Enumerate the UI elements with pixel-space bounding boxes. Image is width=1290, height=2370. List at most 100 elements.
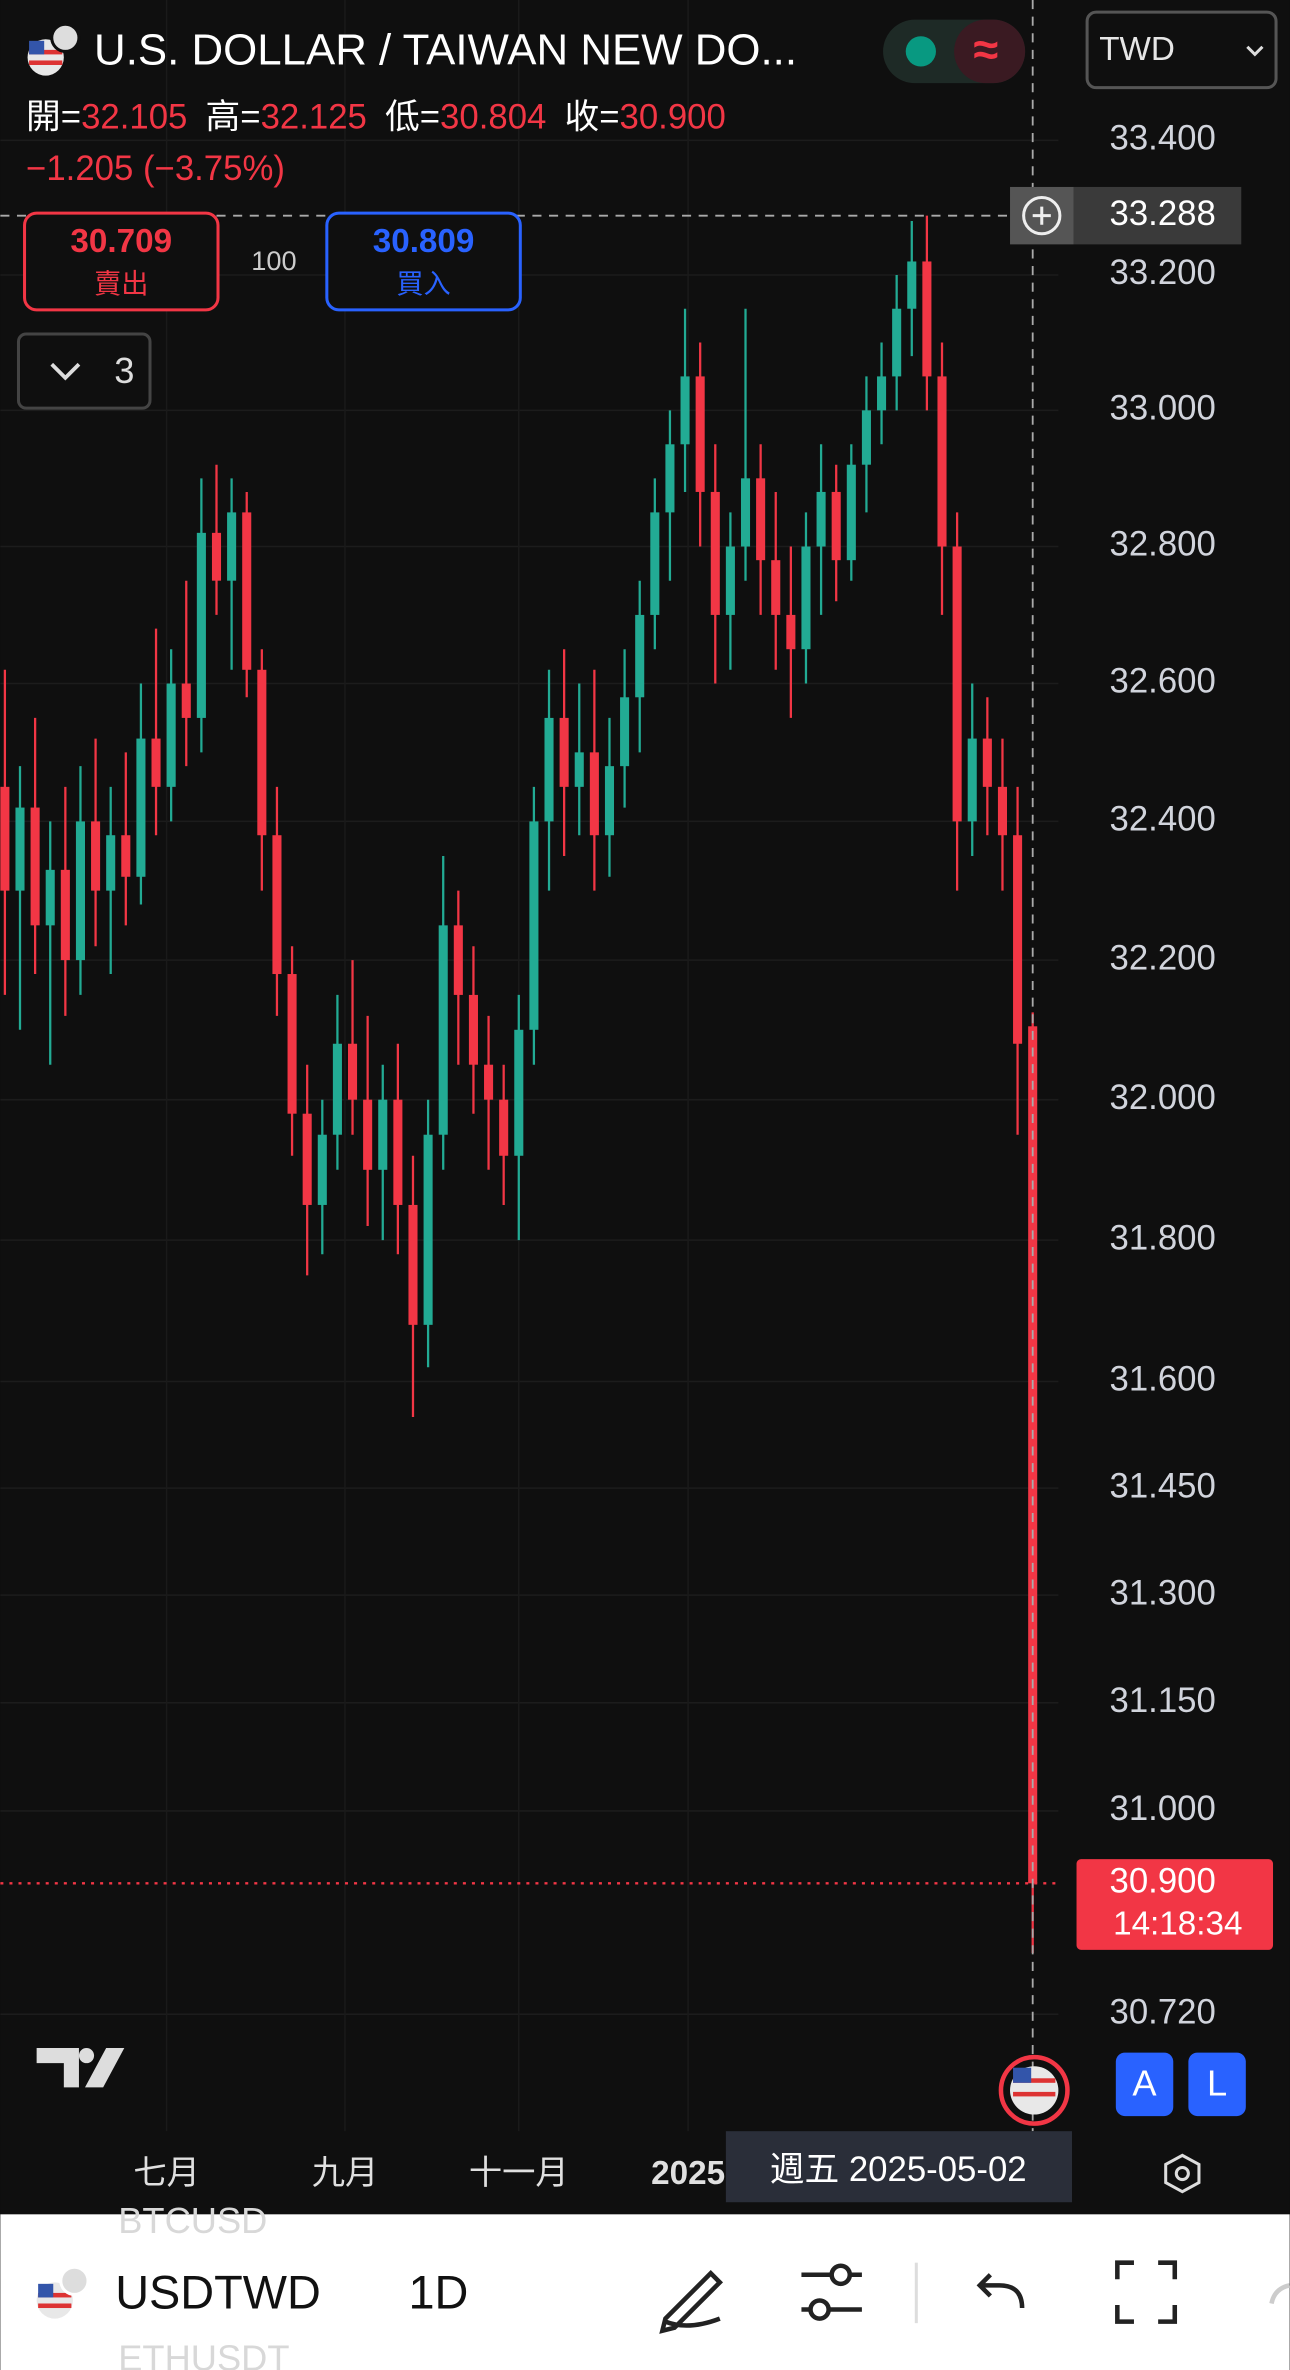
candle-body [846,464,856,561]
candle-body [574,752,584,787]
value: 30.900 [620,99,726,137]
candle-body [347,1043,358,1100]
candle-body [861,410,871,465]
candle-body [393,1099,403,1205]
candle-body [665,444,675,513]
x-tick-label: 九月 [312,2155,379,2192]
candle-body [196,532,206,718]
last-price-label: 30.900 [1110,1863,1216,1901]
undo-icon[interactable] [976,2273,1025,2309]
candle-body [937,376,947,547]
draw-icon[interactable] [659,2270,724,2334]
countdown: 14:18:34 [1113,1905,1242,1942]
candle-body [45,869,55,926]
candle-body [468,994,478,1065]
currency-select[interactable] [1085,10,1278,90]
flag-canton [29,40,45,55]
candle-body [91,821,101,891]
coin-icon [59,2265,90,2296]
candle-body [997,786,1007,836]
candle-body [786,614,796,650]
candle-body [892,308,902,377]
ohlc-row: 開=32.105 高=32.125 低=30.804 收=30.900 [26,98,726,137]
chevron [1246,45,1264,57]
candle-body [967,738,977,822]
plot: 33.400 33.200 33.000 32.800 32.600 32.400 32.2… [0,0,1274,2203]
candle-body [650,512,660,615]
logo [36,2048,125,2088]
candle-body [756,478,766,561]
y-tick-label: 32.800 [1110,526,1216,564]
flag-stripe [1013,2078,1056,2083]
candle-body [438,925,448,1135]
settings-icon[interactable] [1164,2153,1201,2194]
candle-body [604,766,615,836]
y-tick-label: 30.720 [1110,1993,1216,2031]
button-label: A [1132,2062,1157,2103]
flag-canton [1013,2067,1032,2083]
candle-body [907,261,917,309]
log-scale-button[interactable] [1188,2052,1246,2117]
interval[interactable]: 1D [408,2266,468,2318]
fullscreen-icon[interactable] [1115,2260,1178,2324]
auto-scale-button[interactable] [1115,2052,1174,2117]
candle-body [272,835,282,975]
slider-knob [829,2263,853,2287]
symbol[interactable]: USDTWD [115,2266,321,2318]
coin-icon [50,22,81,53]
candle-body [181,683,191,718]
candle-body [816,491,826,547]
candle-body [710,491,720,615]
market-open-dot [905,36,936,67]
y-tick-label: 31.000 [1110,1790,1216,1828]
value: 32.105 [81,99,187,137]
candle-body [801,546,811,650]
label: 開= [26,99,81,137]
y-tick-label: 31.600 [1110,1361,1216,1399]
logo-dot [78,2048,95,2064]
candle-body [423,1134,433,1325]
event-ring[interactable] [998,2054,1070,2126]
candle-body [363,1099,373,1170]
candle-body [0,786,10,891]
spread: 100 [251,245,296,276]
flag-stripe [29,60,63,65]
y-tick-label: 32.200 [1110,939,1216,977]
status-icon: ≈ [973,24,998,75]
candle-body [317,1134,327,1205]
currency-label: TWD [1099,31,1175,68]
symbol-title[interactable]: U.S. DOLLAR / TAIWAN NEW DO... [94,25,797,74]
candle-body [332,1043,342,1135]
candle-body [771,560,781,615]
crosshair-plus-sign [1032,206,1051,225]
candle-body [725,546,735,615]
change: −1.205 (−3.75%) [26,150,285,188]
candle-body [75,821,85,961]
candle-body [484,1064,494,1100]
candle-body [831,491,841,561]
candle-body [378,1099,388,1170]
y-tick-label: 33.000 [1110,390,1216,428]
more-icon[interactable] [1269,2283,1290,2305]
y-tick-label: 32.400 [1110,801,1216,839]
buy-button[interactable] [325,211,522,312]
label: 收= [564,98,619,137]
candle-body [15,807,25,891]
candle-body [408,1204,418,1325]
candle-body [211,532,222,581]
candle-body [529,821,539,1030]
indicators-toggle[interactable] [16,332,152,410]
chevron [50,362,81,381]
x-tick-label: 2025 [651,2155,725,2192]
candle-body [287,974,297,1114]
sell-button[interactable] [23,211,220,312]
crosshair-price-box [1073,186,1242,245]
slider-knob [808,2298,831,2321]
flag-stripe [38,2292,72,2298]
candle-body [30,807,40,926]
candle-body [151,738,161,787]
candle-body [242,512,252,670]
x-tick-label: 七月 [133,2155,200,2192]
candle-body [559,717,569,787]
